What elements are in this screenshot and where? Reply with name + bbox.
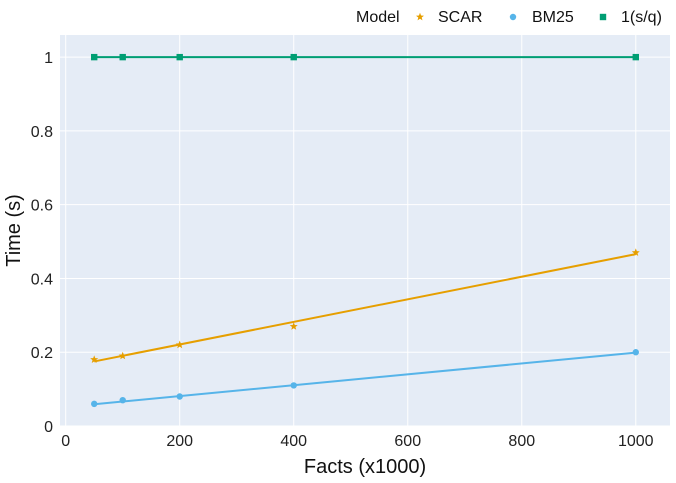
- data-point-bm25: [632, 349, 639, 356]
- data-point-scar: [90, 355, 99, 363]
- legend-marker-bm25: [509, 13, 517, 21]
- data-point-bm25: [290, 382, 297, 389]
- legend-label-bm25: BM25: [532, 9, 574, 26]
- legend-marker-1-s-q: [599, 13, 607, 21]
- series-1-s-q: [91, 53, 639, 61]
- tick-labels: 0 200 400 600 800 1000 0 0.2 0.4 0.6 0.8 1: [31, 50, 654, 450]
- series-layer: [90, 53, 640, 408]
- data-point-scar: [118, 351, 127, 360]
- data-point-scar: [175, 340, 184, 349]
- data-point-1-s-q: [632, 53, 639, 61]
- data-point-scar: [289, 322, 298, 330]
- y-tick-label: 0: [44, 419, 53, 436]
- x-tick-label: 200: [166, 433, 193, 450]
- data-point-1-s-q: [119, 53, 126, 61]
- y-axis-label: Time (s): [3, 194, 25, 267]
- data-point-1-s-q: [176, 53, 183, 61]
- y-tick-label: 0.4: [31, 271, 53, 288]
- legend-label-1-s-q: 1(s/q): [621, 9, 662, 26]
- series-scar: [90, 248, 640, 363]
- data-point-bm25: [91, 400, 98, 408]
- data-point-bm25: [119, 396, 126, 404]
- x-tick-label: 400: [280, 433, 307, 450]
- data-point-1-s-q: [290, 53, 297, 61]
- series-bm25: [91, 349, 639, 408]
- legend-title: Model: [356, 9, 400, 26]
- legend-marker-scar: [416, 12, 424, 21]
- x-tick-label: 1000: [618, 433, 654, 450]
- legend-label-scar: SCAR: [438, 9, 482, 26]
- data-point-bm25: [176, 393, 183, 400]
- x-tick-label: 0: [61, 433, 70, 450]
- x-axis-label: Facts (x1000): [304, 456, 426, 478]
- y-tick-label: 0.2: [31, 345, 53, 362]
- legend: Model SCAR BM25 1(s/q): [356, 9, 662, 26]
- data-point-scar: [631, 248, 640, 257]
- data-point-1-s-q: [91, 53, 98, 61]
- series-line-bm25: [94, 351, 636, 406]
- y-tick-label: 0.6: [31, 198, 53, 215]
- plot-area: [60, 35, 670, 426]
- x-tick-label: 600: [394, 433, 421, 450]
- series-line-scar: [94, 253, 636, 363]
- y-tick-label: 1: [44, 50, 53, 67]
- y-tick-label: 0.8: [31, 124, 53, 141]
- x-tick-label: 800: [508, 433, 535, 450]
